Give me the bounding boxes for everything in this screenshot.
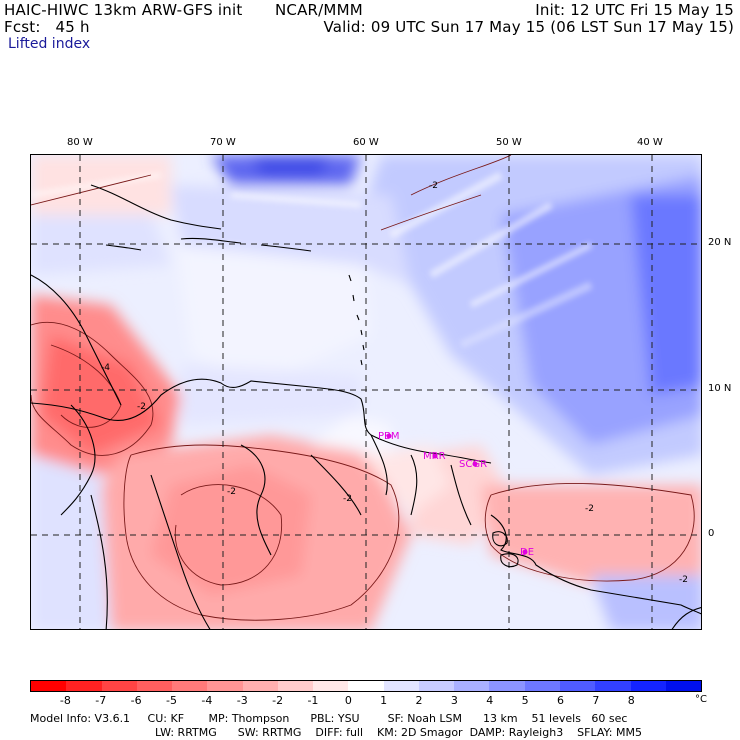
colorbar-swatch [207, 681, 243, 691]
contour-label: -2 [429, 181, 438, 191]
colorbar-swatch [172, 681, 208, 691]
lon-label-40w: 40 W [637, 137, 663, 148]
colorbar-tick-label: 1 [380, 694, 388, 707]
contour-label: -4 [101, 363, 110, 373]
colorbar-tick-label: -5 [165, 694, 177, 707]
lat-label-0: 0 [708, 528, 715, 539]
station-marker-de [522, 549, 528, 555]
colorbar-swatch [489, 681, 525, 691]
station-marker-scgr [472, 461, 478, 467]
model-info-line2: LW: RRTMG SW: RRTMG DIFF: full KM: 2D Sm… [155, 726, 642, 739]
contour-label: -2 [227, 487, 236, 497]
station-label-mrr: MRR [423, 451, 446, 462]
colorbar-swatch [559, 681, 596, 691]
colorbar-swatch [665, 681, 702, 691]
colorbar-swatch [630, 681, 666, 691]
colorbar-swatch [101, 681, 137, 691]
colorbar-swatch [383, 681, 419, 691]
model-title: HAIC-HIWC 13km ARW-GFS init [4, 1, 243, 19]
lon-label-50w: 50 W [496, 137, 522, 148]
map-canvas [31, 155, 701, 629]
valid-time: Valid: 09 UTC Sun 17 May 15 (06 LST Sun … [323, 18, 734, 36]
colorbar-swatch [136, 681, 173, 691]
station-marker-pbm [386, 433, 392, 439]
colorbar-tick-label: 3 [450, 694, 458, 707]
station-label-pbm: PBM [378, 431, 400, 442]
field-streaks [31, 171, 593, 349]
colorbar-tick-label: 4 [486, 694, 494, 707]
contour-label: -2 [137, 402, 146, 412]
colorbar-tick-label: -2 [272, 694, 284, 707]
colorbar-unit: °C [695, 694, 707, 705]
colorbar-tick-label: -8 [59, 694, 71, 707]
colorbar-tick-label: 5 [521, 694, 529, 707]
lat-label-10n: 10 N [708, 383, 732, 394]
lon-label-80w: 80 W [67, 137, 93, 148]
lon-label-70w: 70 W [210, 137, 236, 148]
lifted-index-field [31, 155, 701, 629]
colorbar-tick-label: 8 [627, 694, 635, 707]
colorbar-tick-label: -1 [307, 694, 319, 707]
stations [386, 433, 528, 555]
colorbar-swatch [454, 681, 490, 691]
colorbar-swatch [66, 681, 102, 691]
colorbar-tick-label: -4 [201, 694, 213, 707]
lifted-index-map: PBM MRR SCGR DE -2 -2 -2 -2 -2 -4 -2 [30, 154, 702, 630]
colorbar-tick-label: -3 [236, 694, 248, 707]
colorbar-tick-label: -6 [130, 694, 142, 707]
colorbar-swatch [595, 681, 631, 691]
contour-label: -2 [679, 575, 688, 585]
colorbar-swatch [524, 681, 560, 691]
colorbar-swatch [277, 681, 314, 691]
org-label: NCAR/MMM [275, 1, 363, 19]
colorbar-swatch [313, 681, 349, 691]
colorbar [30, 680, 702, 692]
forecast-hour: Fcst: 45 h [4, 18, 90, 36]
lon-label-60w: 60 W [353, 137, 379, 148]
colorbar-tick-label: 7 [592, 694, 600, 707]
contours [31, 155, 695, 621]
field-name: Lifted index [8, 36, 91, 52]
colorbar-tick-label: 6 [557, 694, 565, 707]
colorbar-tick-label: -7 [95, 694, 107, 707]
colorbar-swatch [242, 681, 278, 691]
graticule [31, 155, 701, 629]
colorbar-swatch [31, 681, 67, 691]
colorbar-tick-label: 0 [344, 694, 352, 707]
colorbar-tick-label: 2 [415, 694, 423, 707]
init-time: Init: 12 UTC Fri 15 May 15 [535, 1, 734, 19]
station-label-de: DE [520, 547, 535, 558]
model-info-line1: Model Info: V3.6.1 CU: KF MP: Thompson P… [30, 712, 628, 725]
contour-label: -2 [343, 494, 352, 504]
station-label-scgr: SCGR [459, 459, 488, 470]
colorbar-swatch [418, 681, 455, 691]
colorbar-swatch [348, 681, 384, 691]
coastlines [31, 184, 701, 629]
contour-label: -2 [585, 504, 594, 514]
station-marker-mrr [432, 453, 438, 459]
lat-label-20n: 20 N [708, 237, 732, 248]
